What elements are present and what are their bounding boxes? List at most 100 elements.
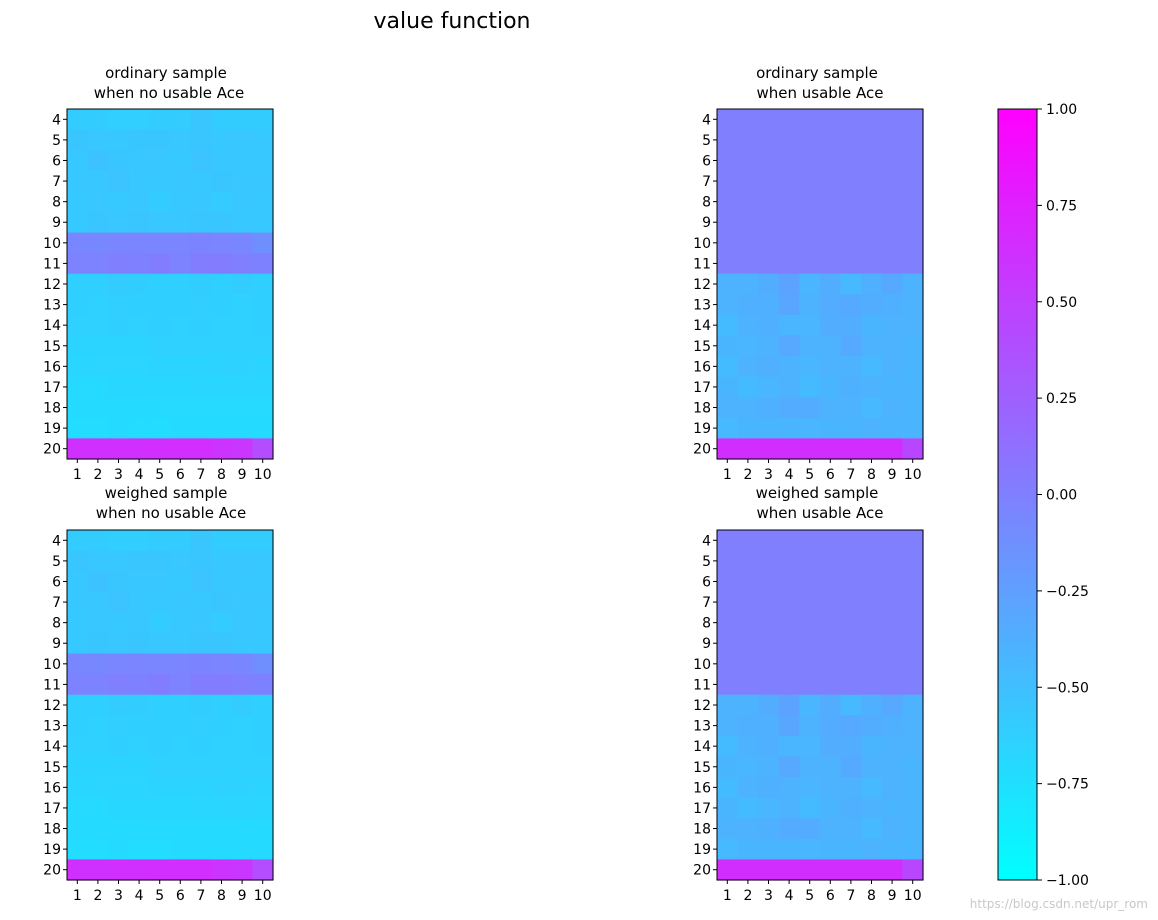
- x-tick-label: 9: [888, 888, 897, 904]
- heatmap-cell: [840, 591, 862, 613]
- y-tick-label: 16: [693, 780, 711, 796]
- y-tick-label: 17: [43, 380, 61, 396]
- heatmap-cell: [717, 612, 739, 634]
- x-tick-label: 10: [254, 888, 272, 904]
- heatmap-cell: [108, 170, 130, 192]
- heatmap-cell: [190, 150, 212, 172]
- heatmap-cell: [252, 170, 274, 192]
- heatmap-cell: [717, 859, 739, 881]
- heatmap-cell: [861, 150, 883, 172]
- heatmap-cell: [737, 777, 759, 799]
- heatmap-cell: [211, 591, 233, 613]
- colorbar-tick-label: 0.00: [1046, 488, 1077, 504]
- heatmap-cell: [881, 397, 903, 419]
- heatmap-cell: [799, 356, 821, 378]
- heatmap-cell: [128, 253, 150, 275]
- heatmap-cell: [128, 294, 150, 316]
- heatmap-cell: [778, 632, 800, 655]
- heatmap-cell: [211, 356, 233, 378]
- heatmap-cell: [758, 653, 780, 675]
- heatmap-cell: [861, 612, 883, 634]
- heatmap-cell: [108, 397, 130, 419]
- heatmap-cell: [799, 694, 821, 716]
- heatmap-cell: [778, 550, 800, 572]
- heatmap-cell: [861, 211, 883, 234]
- heatmap-cell: [231, 294, 253, 316]
- x-tick-label: 9: [888, 467, 897, 483]
- heatmap-cell: [87, 129, 109, 151]
- heatmap-cell: [758, 632, 780, 655]
- heatmap-cell: [737, 674, 759, 696]
- heatmap-cell: [861, 232, 883, 254]
- y-tick-label: 5: [52, 133, 61, 149]
- heatmap-cell: [861, 694, 883, 716]
- heatmap-cell: [231, 335, 253, 357]
- heatmap-cell: [170, 129, 192, 151]
- heatmap-cell: [128, 314, 150, 337]
- colorbar-tick-label: 0.50: [1046, 295, 1077, 311]
- heatmap-cell: [840, 109, 862, 131]
- heatmap-cell: [108, 550, 130, 572]
- heatmap-cell: [190, 591, 212, 613]
- heatmap-cell: [717, 838, 739, 861]
- heatmap-cell: [717, 797, 739, 819]
- heatmap-cell: [861, 314, 883, 337]
- heatmap-cell: [799, 129, 821, 151]
- heatmap-cell: [87, 356, 109, 378]
- heatmap-cell: [717, 294, 739, 316]
- y-tick-label: 10: [43, 236, 61, 252]
- heatmap-cell: [737, 859, 759, 881]
- heatmap-cell: [778, 314, 800, 337]
- heatmap-cell: [190, 756, 212, 778]
- heatmap-cell: [108, 797, 130, 819]
- y-tick-label: 9: [702, 636, 711, 652]
- heatmap-cell: [67, 797, 89, 819]
- heatmap-cell: [252, 397, 274, 419]
- x-tick-label: 4: [135, 888, 144, 904]
- y-tick-label: 14: [693, 739, 711, 755]
- heatmap-cell: [128, 797, 150, 819]
- heatmap-cell: [758, 314, 780, 337]
- heatmap-cell: [108, 674, 130, 696]
- heatmap-cell: [211, 550, 233, 572]
- y-tick-label: 17: [693, 801, 711, 817]
- heatmap-cell: [87, 109, 109, 131]
- heatmap-cell: [758, 191, 780, 213]
- heatmap-cell: [108, 438, 130, 460]
- heatmap-cell: [170, 838, 192, 861]
- heatmap-cell: [737, 356, 759, 378]
- panel-weighed-ace: weighed sample when usable Ace 456789101…: [693, 484, 924, 904]
- heatmap-cell: [840, 253, 862, 275]
- heatmap-cell: [902, 356, 924, 378]
- heatmap-cell: [108, 653, 130, 675]
- heatmap-cell: [820, 129, 842, 151]
- y-tick-label: 7: [702, 595, 711, 611]
- heatmap-cell: [840, 294, 862, 316]
- heatmap-cell: [87, 735, 109, 758]
- heatmap-cell: [252, 838, 274, 861]
- heatmap-cell: [737, 694, 759, 716]
- heatmap-cell: [231, 356, 253, 378]
- heatmap-cell: [190, 294, 212, 316]
- heatmap-cell: [881, 777, 903, 799]
- heatmap-cell: [820, 653, 842, 675]
- heatmap-cell: [211, 859, 233, 881]
- colorbar-tick-label: −0.25: [1046, 584, 1089, 600]
- heatmap-cell: [840, 859, 862, 881]
- heatmap-cell: [881, 253, 903, 275]
- heatmap-cell: [87, 674, 109, 696]
- heatmap-cell: [902, 591, 924, 613]
- heatmap-cell: [840, 170, 862, 192]
- heatmap-cell: [67, 191, 89, 213]
- y-tick-label: 18: [693, 401, 711, 417]
- heatmap-cell: [881, 191, 903, 213]
- colorbar-tick-label: 1.00: [1046, 102, 1077, 118]
- x-tick-label: 7: [846, 888, 855, 904]
- heatmap-cell: [902, 715, 924, 737]
- heatmap-cell: [149, 571, 171, 593]
- heatmap-cell: [820, 694, 842, 716]
- y-tick-label: 13: [693, 719, 711, 735]
- heatmap-cell: [861, 376, 883, 398]
- heatmap-cell: [861, 335, 883, 357]
- heatmap-cell: [758, 797, 780, 819]
